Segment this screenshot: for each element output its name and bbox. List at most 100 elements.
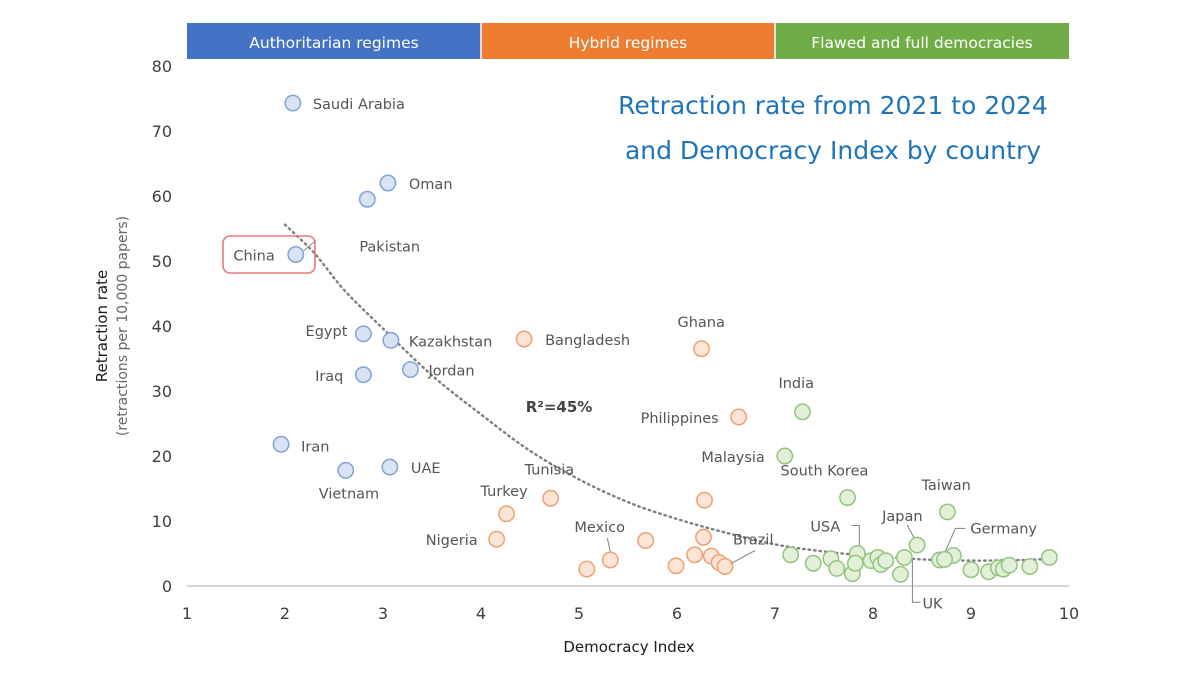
label-china: China bbox=[233, 249, 274, 265]
point-japan bbox=[908, 536, 926, 554]
point-saudi-arabia bbox=[284, 94, 302, 112]
point-iran bbox=[272, 435, 290, 453]
point-labels: Saudi Arabia Oman Pakistan China Egypt Kazakh… bbox=[233, 97, 1037, 612]
label-usa: USA bbox=[810, 520, 840, 536]
y-tick-80: 80 bbox=[152, 57, 172, 76]
x-tick-4: 4 bbox=[476, 604, 486, 623]
point-democracy-20 bbox=[936, 550, 953, 568]
point-malaysia bbox=[776, 447, 794, 465]
y-tick-50: 50 bbox=[152, 252, 172, 271]
point-uae bbox=[381, 458, 399, 476]
point-jordan bbox=[401, 361, 419, 378]
label-vietnam: Vietnam bbox=[319, 486, 379, 502]
label-iraq: Iraq bbox=[315, 369, 343, 385]
trend-line bbox=[283, 223, 1056, 562]
regime-bands: Authoritarian regimes Hybrid regimes Flawe… bbox=[187, 23, 1069, 59]
point-india bbox=[793, 403, 811, 421]
y-tick-60: 60 bbox=[152, 187, 172, 206]
point-hybrid-11 bbox=[686, 546, 704, 564]
y-tick-40: 40 bbox=[152, 317, 172, 336]
label-pakistan: Pakistan bbox=[359, 239, 420, 255]
point-bangladesh bbox=[515, 330, 533, 348]
point-hybrid-15 bbox=[667, 557, 685, 575]
x-tick-2: 2 bbox=[280, 604, 290, 623]
label-ghana: Ghana bbox=[678, 315, 725, 331]
label-turkey: Turkey bbox=[479, 484, 528, 500]
label-india: India bbox=[778, 376, 814, 392]
y-axis-title-group: Retraction rate (retractions per 10,000 … bbox=[93, 216, 131, 436]
label-taiwan: Taiwan bbox=[920, 478, 970, 494]
label-tunisia: Tunisia bbox=[524, 462, 575, 478]
y-axis-subtitle: (retractions per 10,000 papers) bbox=[115, 216, 131, 436]
point-egypt bbox=[354, 325, 372, 343]
point-democracy-25 bbox=[1000, 556, 1018, 574]
label-brazil: Brazil bbox=[733, 533, 773, 549]
point-mexico bbox=[601, 551, 619, 569]
point-democracy-27 bbox=[1040, 548, 1058, 566]
x-tick-5: 5 bbox=[574, 604, 584, 623]
label-germany: Germany bbox=[970, 521, 1037, 537]
data-points bbox=[272, 94, 1058, 583]
point-pakistan bbox=[358, 190, 376, 208]
y-tick-30: 30 bbox=[152, 382, 172, 401]
leader-usa bbox=[851, 524, 860, 546]
chart-title: Retraction rate from 2021 to 2024 and De… bbox=[618, 91, 1048, 165]
point-democracy-9 bbox=[804, 554, 822, 572]
point-ghana bbox=[693, 340, 710, 358]
point-hybrid-8 bbox=[578, 560, 596, 578]
y-tick-70: 70 bbox=[152, 122, 172, 141]
point-hybrid-9 bbox=[637, 532, 655, 549]
label-uk: UK bbox=[922, 596, 943, 612]
label-bangladesh: Bangladesh bbox=[545, 333, 630, 349]
leader-uk bbox=[911, 560, 921, 603]
label-leader-lines bbox=[303, 240, 966, 603]
label-malaysia: Malaysia bbox=[701, 450, 764, 466]
y-tick-10: 10 bbox=[152, 512, 172, 531]
leader-brazil bbox=[730, 550, 756, 564]
label-mexico: Mexico bbox=[574, 520, 625, 536]
band-label-flawed-and-full-democracies: Flawed and full democracies bbox=[811, 34, 1032, 52]
point-democracy-13 bbox=[846, 554, 864, 572]
band-authoritarian-regimes bbox=[187, 23, 481, 59]
leader-germany bbox=[944, 527, 966, 552]
y-axis-title: Retraction rate bbox=[93, 270, 111, 382]
band-hybrid-regimes bbox=[481, 23, 775, 59]
china-highlight-box bbox=[222, 235, 316, 274]
point-philippines bbox=[730, 408, 748, 426]
point-china bbox=[287, 246, 305, 263]
band-label-authoritarian-regimes: Authoritarian regimes bbox=[249, 34, 418, 52]
point-democracy-21 bbox=[962, 561, 980, 579]
point-taiwan bbox=[939, 503, 956, 521]
point-democracy-17 bbox=[877, 552, 895, 570]
point-democracy-18 bbox=[895, 548, 913, 566]
point-democracy-26 bbox=[1021, 558, 1039, 575]
y-tick-0: 0 bbox=[162, 577, 172, 596]
leader-mexico bbox=[606, 537, 611, 553]
label-uae: UAE bbox=[411, 461, 441, 477]
point-hybrid-10 bbox=[695, 528, 712, 546]
point-hybrid-4 bbox=[695, 491, 713, 509]
y-tick-20: 20 bbox=[152, 447, 172, 466]
x-tick-10: 10 bbox=[1059, 604, 1079, 623]
r-squared-label: R²=45% bbox=[526, 398, 593, 416]
x-tick-7: 7 bbox=[770, 604, 780, 623]
point-kazakhstan bbox=[382, 331, 400, 349]
point-democracy-11 bbox=[828, 560, 846, 577]
point-democracy-8 bbox=[782, 546, 800, 564]
label-iran: Iran bbox=[301, 439, 329, 455]
label-saudi-arabia: Saudi Arabia bbox=[313, 97, 405, 113]
x-tick-8: 8 bbox=[868, 604, 878, 623]
x-tick-1: 1 bbox=[182, 604, 192, 623]
leader-japan bbox=[906, 524, 915, 539]
band-flawed-and-full-democracies bbox=[775, 23, 1069, 59]
point-tunisia bbox=[542, 489, 560, 507]
x-tick-labels: 1 2 3 4 5 6 7 8 9 10 bbox=[182, 604, 1079, 623]
label-oman: Oman bbox=[409, 177, 453, 193]
y-tick-labels: 0 10 20 30 40 50 60 70 80 bbox=[152, 57, 172, 596]
point-turkey bbox=[498, 505, 515, 523]
point-oman bbox=[379, 174, 397, 192]
label-egypt: Egypt bbox=[306, 324, 348, 340]
label-philippines: Philippines bbox=[641, 411, 719, 427]
chart-title-line-2: and Democracy Index by country bbox=[625, 136, 1041, 165]
